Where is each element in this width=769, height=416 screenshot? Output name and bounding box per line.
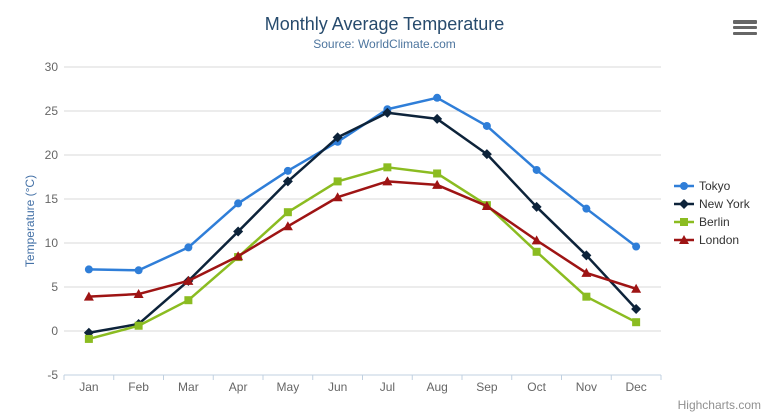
legend-marker-berlin[interactable]	[680, 218, 688, 226]
legend-item-new-york[interactable]: New York	[674, 195, 750, 213]
data-point-london[interactable]	[233, 251, 244, 261]
legend-label-new-york: New York	[699, 197, 750, 211]
x-axis-tick-label: Jul	[380, 380, 395, 394]
data-point-new-york[interactable]	[233, 226, 244, 237]
data-point-berlin[interactable]	[84, 334, 93, 343]
y-axis-tick-label: 0	[51, 324, 58, 338]
x-axis-tick-label: Jan	[79, 380, 98, 394]
data-point-berlin[interactable]	[532, 247, 541, 256]
legend-marker-new-york[interactable]	[679, 199, 689, 209]
series-new-york	[83, 107, 642, 338]
x-axis-tick-label: Dec	[625, 380, 646, 394]
x-axis-tick-label: Sep	[476, 380, 498, 394]
data-point-berlin[interactable]	[632, 318, 641, 327]
data-point-berlin[interactable]	[134, 321, 143, 330]
legend: Tokyo New York Berlin London	[674, 177, 750, 249]
y-axis-tick-label: 15	[45, 192, 59, 206]
hamburger-icon	[733, 20, 757, 35]
data-point-london[interactable]	[83, 291, 94, 301]
y-axis-tick-label: 20	[45, 148, 59, 162]
data-point-london[interactable]	[432, 179, 443, 189]
x-axis-tick-label: Oct	[527, 380, 546, 394]
data-point-tokyo[interactable]	[482, 121, 491, 130]
legend-marker-icon-diamond	[674, 199, 694, 209]
data-point-london[interactable]	[133, 289, 144, 299]
data-point-berlin[interactable]	[433, 169, 442, 178]
data-point-berlin[interactable]	[582, 292, 591, 301]
data-point-new-york[interactable]	[282, 176, 293, 187]
x-axis-tick-label: Aug	[426, 380, 447, 394]
y-axis-tick-label: 30	[45, 60, 59, 74]
data-point-new-york[interactable]	[531, 201, 542, 212]
legend-marker-tokyo[interactable]	[680, 182, 688, 190]
y-axis-tick-label: 25	[45, 104, 59, 118]
legend-label-london: London	[699, 233, 740, 247]
x-axis-tick-label: Apr	[229, 380, 248, 394]
legend-item-london[interactable]: London	[674, 231, 750, 249]
data-point-tokyo[interactable]	[433, 93, 442, 102]
data-point-london[interactable]	[332, 192, 343, 202]
data-point-tokyo[interactable]	[532, 165, 541, 174]
data-point-berlin[interactable]	[283, 208, 292, 217]
x-axis-tick-label: May	[277, 380, 300, 394]
data-point-tokyo[interactable]	[582, 204, 591, 213]
data-point-tokyo[interactable]	[632, 242, 641, 251]
data-point-tokyo[interactable]	[283, 166, 292, 175]
data-point-berlin[interactable]	[184, 296, 193, 305]
legend-marker-icon-circle	[674, 182, 694, 190]
data-point-london[interactable]	[382, 176, 393, 186]
x-axis-tick-label: Mar	[178, 380, 199, 394]
data-point-tokyo[interactable]	[234, 199, 243, 208]
legend-marker-icon-square	[674, 218, 694, 226]
legend-label-tokyo: Tokyo	[699, 179, 731, 193]
y-axis-tick-label: 10	[45, 236, 59, 250]
legend-item-berlin[interactable]: Berlin	[674, 213, 750, 231]
series-london	[83, 176, 642, 301]
export-menu-button[interactable]	[733, 20, 757, 35]
legend-marker-london[interactable]	[679, 235, 689, 244]
data-point-london[interactable]	[631, 283, 642, 293]
chart-title: Monthly Average Temperature	[264, 14, 505, 34]
y-axis-tick-label: 5	[51, 280, 58, 294]
data-point-tokyo[interactable]	[84, 265, 93, 274]
data-point-london[interactable]	[581, 267, 592, 277]
x-axis-tick-label: Feb	[128, 380, 149, 394]
x-axis-tick-label: Nov	[576, 380, 597, 394]
data-point-new-york[interactable]	[481, 149, 492, 160]
series-line-london	[87, 180, 638, 298]
data-point-new-york[interactable]	[581, 250, 592, 261]
data-point-new-york[interactable]	[432, 113, 443, 124]
y-axis-tick-label: -5	[47, 368, 58, 382]
data-point-new-york[interactable]	[631, 304, 642, 314]
series-line-tokyo	[87, 96, 638, 272]
x-axis-tick-label: Jun	[328, 380, 347, 394]
data-point-berlin[interactable]	[333, 177, 342, 186]
series-tokyo	[84, 93, 641, 275]
data-point-london[interactable]	[481, 201, 492, 211]
series-line-berlin	[87, 166, 638, 341]
data-point-london[interactable]	[531, 235, 542, 245]
data-point-london[interactable]	[183, 275, 194, 285]
chart-subtitle: Source: WorldClimate.com	[313, 37, 456, 51]
legend-marker-icon-triangle	[674, 235, 694, 244]
data-point-new-york[interactable]	[332, 132, 343, 143]
data-point-london[interactable]	[282, 221, 293, 231]
data-point-new-york[interactable]	[382, 107, 393, 118]
highcharts-credits-link[interactable]: Highcharts.com	[677, 398, 761, 412]
data-point-berlin[interactable]	[383, 163, 392, 172]
legend-item-tokyo[interactable]: Tokyo	[674, 177, 750, 195]
data-point-tokyo[interactable]	[184, 243, 193, 252]
legend-label-berlin: Berlin	[699, 215, 730, 229]
series-line-new-york	[87, 111, 638, 335]
data-point-tokyo[interactable]	[134, 266, 143, 275]
